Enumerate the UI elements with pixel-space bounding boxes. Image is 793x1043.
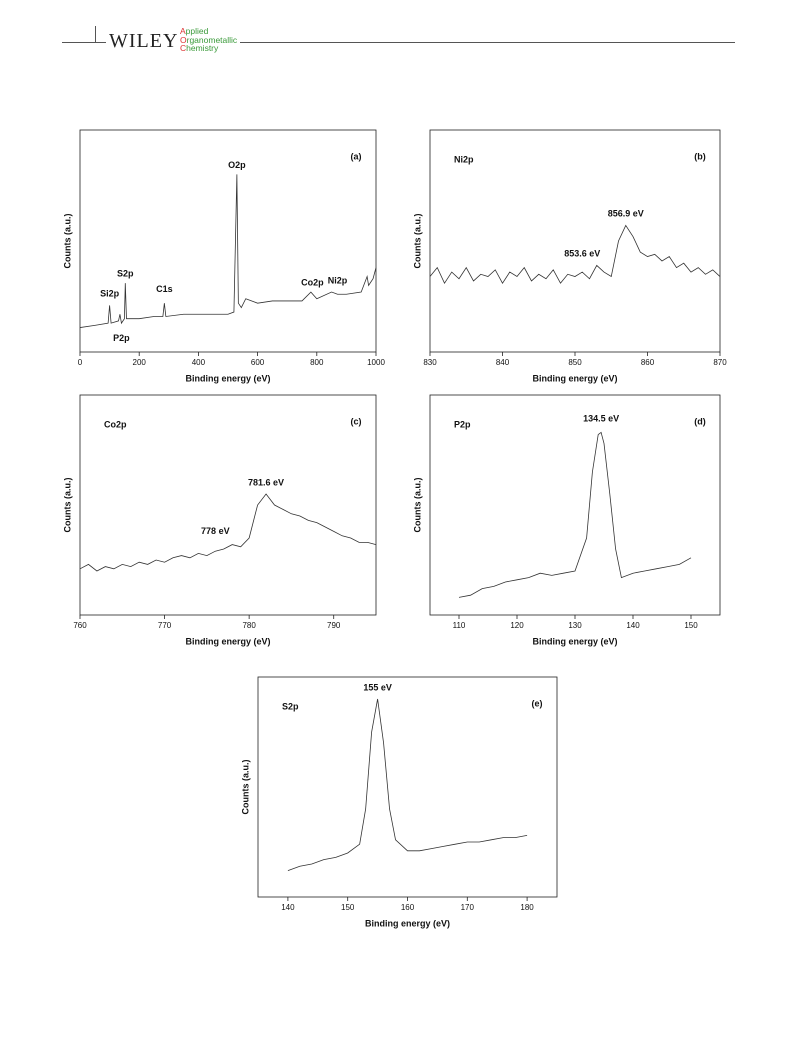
panel-title: S2p (282, 701, 299, 711)
x-tick-label: 600 (251, 358, 265, 367)
x-tick-label: 150 (684, 621, 698, 630)
x-axis-label: Binding energy (eV) (185, 636, 270, 646)
peak-annotation: O2p (228, 160, 246, 170)
peak-annotation: 781.6 eV (248, 477, 284, 487)
publisher-logo: WILEY (106, 30, 182, 53)
panel-label: (c) (351, 416, 362, 426)
y-axis-label: Counts (a.u.) (62, 478, 72, 533)
x-tick-label: 770 (158, 621, 172, 630)
panel-label: (e) (532, 698, 543, 708)
plot-frame (79, 129, 377, 353)
panel-title: Co2p (104, 419, 127, 429)
journal-word: Organometallic (180, 34, 238, 45)
peak-annotation: 778 eV (201, 526, 230, 536)
spectrum-line (79, 493, 377, 572)
journal-word: Chemistry (180, 43, 219, 53)
peak-annotation: P2p (113, 333, 130, 343)
journal-name: Applied Organometallic Chemistry (180, 26, 241, 53)
panel-label: (a) (351, 151, 362, 161)
x-tick-label: 200 (133, 358, 147, 367)
x-tick-label: 170 (461, 903, 475, 912)
x-tick-label: 120 (510, 621, 524, 630)
x-axis-label: Binding energy (eV) (532, 636, 617, 646)
peak-annotation: 155 eV (363, 682, 392, 692)
y-axis-label: Counts (a.u.) (240, 760, 250, 815)
plot-frame (429, 394, 721, 616)
panel-title: P2p (454, 419, 471, 429)
x-axis-label: Binding energy (eV) (185, 373, 270, 383)
spectrum-line (287, 698, 528, 871)
panel-label: (b) (694, 151, 706, 161)
y-axis-label: Counts (a.u.) (62, 214, 72, 269)
x-tick-label: 180 (520, 903, 534, 912)
x-tick-label: 110 (453, 621, 466, 630)
header-tick (95, 26, 96, 42)
plot-frame (79, 394, 377, 616)
peak-annotation: 856.9 eV (608, 209, 644, 219)
plot-frame (257, 676, 558, 898)
peak-annotation: Co2p (301, 278, 324, 288)
peak-annotation: Ni2p (328, 275, 348, 285)
running-header: WILEY Applied Organometallic Chemistry (62, 26, 735, 53)
peak-annotation: 134.5 eV (583, 414, 619, 424)
x-tick-label: 140 (281, 903, 295, 912)
x-tick-label: 160 (401, 903, 415, 912)
x-tick-label: 400 (192, 358, 206, 367)
x-tick-label: 760 (73, 621, 87, 630)
x-tick-label: 830 (423, 358, 437, 367)
x-axis-label: Binding energy (eV) (365, 918, 450, 928)
x-tick-label: 870 (713, 358, 727, 367)
x-tick-label: 800 (310, 358, 324, 367)
x-tick-label: 130 (568, 621, 582, 630)
x-tick-label: 860 (641, 358, 655, 367)
y-axis-label: Counts (a.u.) (412, 478, 422, 533)
x-tick-label: 840 (496, 358, 510, 367)
x-tick-label: 780 (242, 621, 256, 630)
peak-annotation: C1s (156, 284, 173, 294)
x-axis-label: Binding energy (eV) (532, 373, 617, 383)
x-tick-label: 790 (327, 621, 341, 630)
panel-title: Ni2p (454, 154, 474, 164)
peak-annotation: S2p (117, 269, 134, 279)
panel-label: (d) (694, 416, 706, 426)
spectrum-line (458, 431, 692, 598)
x-tick-label: 850 (568, 358, 582, 367)
spectrum-line (429, 224, 721, 285)
x-tick-label: 140 (626, 621, 640, 630)
x-tick-label: 0 (78, 358, 83, 367)
peak-annotation: Si2p (100, 289, 120, 299)
journal-word: Applied (180, 26, 209, 36)
x-tick-label: 150 (341, 903, 355, 912)
spectrum-line (79, 174, 377, 328)
x-tick-label: 1000 (367, 358, 385, 367)
y-axis-label: Counts (a.u.) (412, 214, 422, 269)
peak-annotation: 853.6 eV (564, 249, 600, 259)
header-rule (62, 42, 735, 43)
